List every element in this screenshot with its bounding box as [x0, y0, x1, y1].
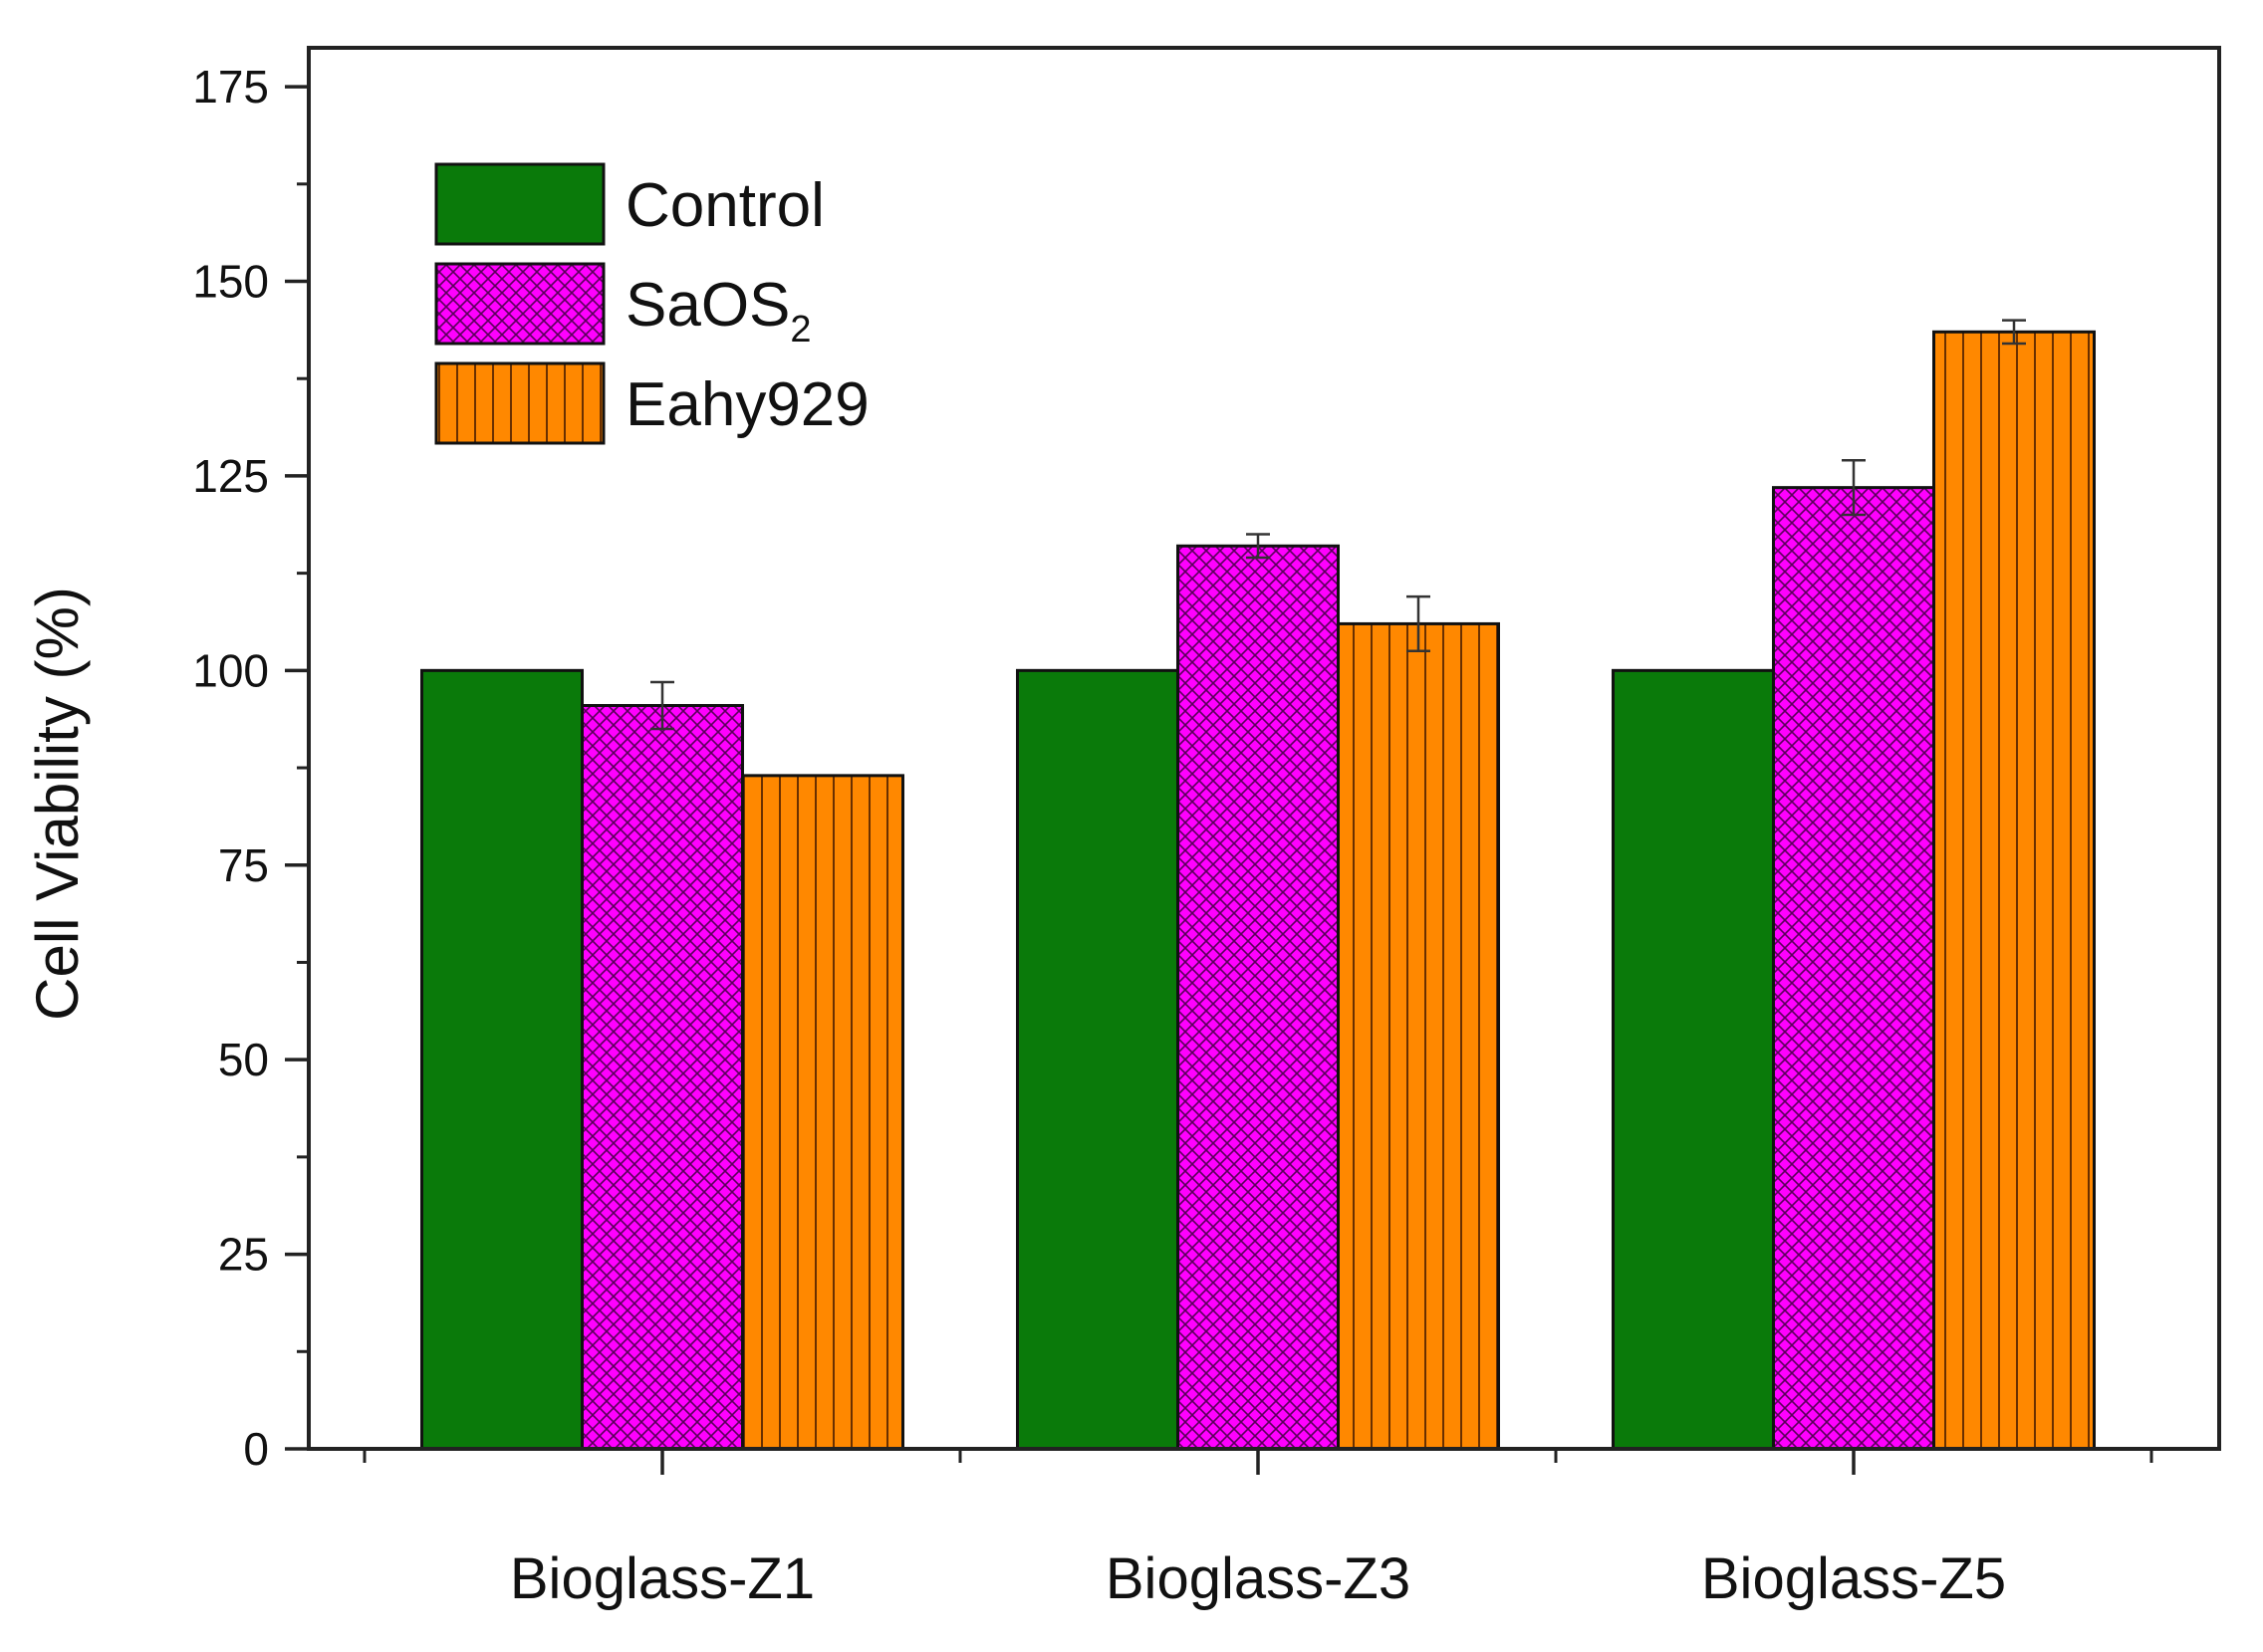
legend-subscript: 2	[790, 309, 811, 351]
x-category-label: Bioglass-Z5	[1701, 1546, 2006, 1611]
error-bar	[1246, 533, 1270, 560]
error-bar	[650, 680, 674, 731]
legend-swatch-eahy929	[434, 361, 606, 445]
bar-control-1	[420, 668, 584, 1451]
bar-saos2-1	[581, 704, 744, 1451]
bar-saos2-3	[1772, 486, 1935, 1451]
y-tick-label: 150	[192, 256, 269, 308]
legend-swatch-saos2	[434, 262, 606, 346]
bar-saos2-2	[1176, 544, 1340, 1451]
error-bar	[1842, 459, 1866, 517]
y-tick-label: 50	[218, 1034, 269, 1085]
legend: Control SaOS2 Eahy929	[434, 162, 870, 445]
error-bar	[2002, 319, 2026, 346]
axis-ticks: 0 25 50 75 100 125 150 175 Bioglass-Z1 Bioglass-Z…	[192, 61, 2153, 1611]
error-bar	[1406, 594, 1430, 653]
legend-swatch-control	[434, 162, 606, 246]
bar-eahy929-3	[1932, 330, 2096, 1451]
bar-control-3	[1612, 668, 1775, 1451]
y-axis-label: Cell Viability (%)	[24, 587, 91, 1021]
legend-label-saos2: SaOS2	[626, 271, 812, 351]
y-tick-label: 75	[218, 839, 269, 891]
x-category-label: Bioglass-Z3	[1106, 1546, 1410, 1611]
legend-label-eahy929: Eahy929	[626, 370, 870, 439]
y-tick-label: 175	[192, 61, 269, 113]
bar-eahy929-2	[1337, 621, 1500, 1451]
y-tick-label: 100	[192, 644, 269, 696]
bar-eahy929-1	[741, 774, 904, 1451]
error-bars	[650, 319, 2026, 731]
bar-control-2	[1016, 668, 1179, 1451]
legend-label-control: Control	[626, 171, 825, 240]
plot-frame	[307, 46, 2221, 1451]
y-tick-label: 125	[192, 450, 269, 502]
y-tick-label: 0	[243, 1423, 269, 1475]
bars	[420, 330, 2096, 1451]
y-tick-label: 25	[218, 1229, 269, 1281]
x-category-label: Bioglass-Z1	[510, 1546, 815, 1611]
